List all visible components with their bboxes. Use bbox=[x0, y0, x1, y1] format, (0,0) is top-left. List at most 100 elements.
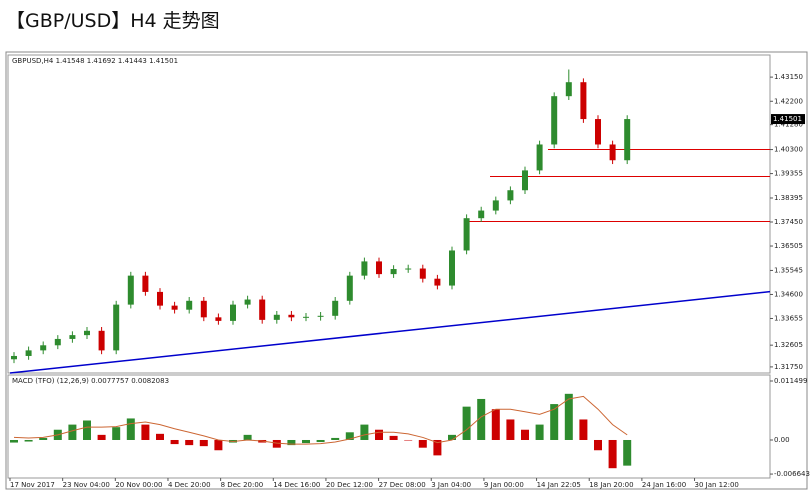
macd-bar bbox=[302, 439, 310, 444]
candle-body bbox=[580, 82, 587, 120]
candle-body bbox=[113, 304, 120, 351]
candle-body bbox=[84, 330, 90, 336]
x-tick-label: 8 Dec 20:00 bbox=[221, 481, 264, 489]
candle-body bbox=[405, 268, 412, 270]
macd-bar bbox=[623, 439, 632, 466]
x-tick-label: 20 Dec 12:00 bbox=[326, 481, 373, 489]
macd-bar bbox=[448, 434, 456, 440]
macd-bar bbox=[185, 439, 194, 446]
candle-body bbox=[536, 144, 543, 171]
macd-bar bbox=[462, 406, 471, 440]
macd-bar bbox=[331, 437, 340, 440]
macd-bar bbox=[68, 424, 77, 440]
macd-header: MACD (TFO) (12,26,9) 0.0077757 0.0082083 bbox=[12, 377, 169, 385]
candle-body bbox=[98, 330, 105, 351]
candle-body bbox=[376, 261, 382, 275]
price-header: GBPUSD,H4 1.41548 1.41692 1.41443 1.4150… bbox=[12, 57, 178, 65]
macd-bar bbox=[506, 419, 515, 440]
y-tick-label: 1.33655 bbox=[774, 314, 803, 322]
macd-bar bbox=[83, 420, 91, 440]
macd-bar bbox=[141, 424, 150, 440]
candle-body bbox=[303, 316, 309, 318]
candle-body bbox=[127, 275, 134, 305]
x-tick-label: 18 Jan 20:00 bbox=[589, 481, 633, 489]
candle-body bbox=[259, 299, 266, 320]
macd-bar bbox=[156, 433, 164, 440]
macd-bar bbox=[10, 439, 18, 443]
candle-body bbox=[478, 210, 485, 219]
x-tick-label: 17 Nov 2017 bbox=[10, 481, 55, 489]
macd-bar bbox=[404, 439, 413, 441]
candle-body bbox=[390, 269, 397, 275]
price-tag-box bbox=[771, 114, 805, 125]
y-tick-label: 1.43150 bbox=[774, 73, 803, 81]
candle-body bbox=[40, 345, 47, 351]
macd-bar bbox=[360, 424, 369, 440]
macd-bar bbox=[243, 434, 252, 440]
candle-body bbox=[346, 275, 353, 301]
candle-body bbox=[624, 119, 631, 161]
macd-bar bbox=[550, 404, 559, 440]
x-tick-label: 20 Nov 00:00 bbox=[115, 481, 162, 489]
macd-panel bbox=[7, 374, 771, 479]
candle-body bbox=[244, 299, 251, 305]
macd-bar bbox=[97, 434, 106, 440]
macd-bar bbox=[316, 439, 325, 443]
y-tick-label: 1.34600 bbox=[774, 290, 803, 298]
x-tick-label: 14 Dec 16:00 bbox=[273, 481, 320, 489]
x-tick-label: 3 Jan 04:00 bbox=[431, 481, 471, 489]
candle-body bbox=[157, 291, 163, 306]
macd-bar bbox=[39, 437, 48, 440]
price-panel bbox=[7, 54, 771, 374]
candle-body bbox=[507, 190, 514, 201]
y-tick-label: 0.00 bbox=[774, 436, 790, 444]
candle-body bbox=[463, 218, 470, 251]
candle-body bbox=[25, 350, 32, 356]
macd-bar bbox=[418, 439, 427, 448]
page-title: 【GBP/USD】H4 走势图 bbox=[6, 10, 220, 32]
macd-bar bbox=[214, 439, 223, 451]
macd-bar bbox=[112, 427, 121, 440]
candle-body bbox=[361, 261, 368, 276]
candle-body bbox=[609, 144, 616, 161]
candle-body bbox=[186, 300, 193, 310]
macd-bar bbox=[608, 439, 617, 469]
frame bbox=[5, 51, 808, 490]
candle-body bbox=[54, 338, 61, 346]
y-tick-label: 1.31750 bbox=[774, 363, 803, 371]
y-tick-label: 1.32605 bbox=[774, 341, 803, 349]
candle-body bbox=[200, 300, 207, 318]
macd-bar bbox=[535, 424, 544, 440]
macd-bar bbox=[594, 439, 602, 451]
y-tick-label: 1.42200 bbox=[774, 97, 803, 105]
y-tick-label: 1.41280 bbox=[774, 121, 803, 129]
candle-body bbox=[215, 317, 222, 321]
y-tick-label: 1.38395 bbox=[774, 194, 803, 202]
macd-bar bbox=[126, 418, 135, 440]
y-tick-label: 1.39355 bbox=[774, 170, 803, 178]
candle-body bbox=[230, 304, 236, 321]
candle-body bbox=[11, 355, 17, 360]
macd-bar bbox=[477, 398, 486, 440]
y-tick-label: 0.011499 bbox=[774, 377, 807, 385]
x-tick-label: 30 Jan 12:00 bbox=[695, 481, 739, 489]
macd-bar bbox=[564, 393, 573, 440]
candle-body bbox=[69, 335, 76, 339]
price-tag: 1.41501 bbox=[773, 115, 802, 123]
y-tick-label: -0.006643 bbox=[774, 470, 810, 478]
candle-body bbox=[288, 314, 295, 318]
candle-body bbox=[419, 268, 426, 279]
candle-body bbox=[434, 278, 441, 286]
trend-line bbox=[9, 290, 771, 374]
y-tick-label: 1.40300 bbox=[774, 146, 803, 154]
x-tick-label: 14 Jan 22:05 bbox=[537, 481, 581, 489]
candle-body bbox=[565, 82, 572, 97]
candle-body bbox=[551, 96, 558, 145]
y-tick-label: 1.36505 bbox=[774, 242, 803, 250]
x-tick-label: 9 Jan 00:00 bbox=[484, 481, 524, 489]
candle-body bbox=[595, 119, 601, 145]
macd-bar bbox=[521, 429, 529, 440]
macd-bar bbox=[433, 439, 442, 456]
candle-body bbox=[449, 250, 455, 286]
